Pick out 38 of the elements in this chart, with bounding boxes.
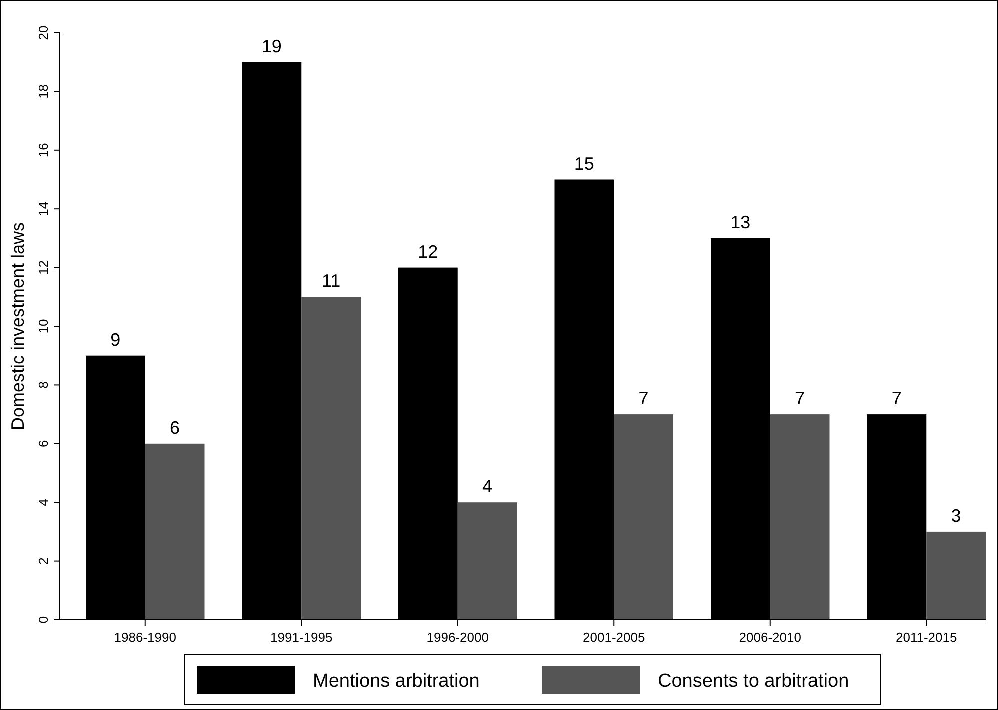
y-tick-label: 16 (36, 143, 51, 158)
data-label: 19 (262, 36, 282, 56)
x-tick-label: 1996-2000 (426, 630, 489, 645)
y-tick-label: 0 (36, 616, 51, 624)
y-axis-title: Domestic investment laws (8, 222, 28, 431)
data-label: 7 (892, 388, 902, 409)
data-label: 6 (170, 418, 180, 438)
bar (770, 414, 830, 620)
y-tick-label: 12 (36, 260, 51, 276)
x-tick-label: 2006-2010 (739, 630, 802, 645)
x-tick-label: 2001-2005 (583, 630, 646, 645)
bar (458, 502, 518, 620)
data-label: 4 (482, 476, 493, 497)
y-tick-label: 6 (36, 440, 51, 448)
x-tick-label: 1986-1990 (114, 630, 176, 645)
x-tick-label: 2011-2015 (896, 630, 958, 645)
bar (145, 444, 205, 620)
data-label: 9 (110, 330, 121, 350)
x-tick-label: 1991-1995 (270, 630, 333, 645)
data-label: 7 (795, 388, 806, 409)
y-tick-label: 2 (36, 558, 51, 565)
bar (926, 532, 986, 620)
bar (302, 297, 361, 620)
y-tick-label: 20 (36, 26, 51, 40)
text: Mentions arbitration (313, 671, 480, 692)
data-label: 12 (418, 242, 438, 262)
y-tick-label: 8 (36, 382, 51, 389)
data-label: 13 (730, 212, 751, 232)
bar (614, 414, 674, 620)
y-tick-label: 14 (36, 202, 51, 216)
data-label: 7 (638, 388, 649, 409)
data-label: 15 (574, 154, 594, 174)
text: Consents to arbitration (658, 671, 850, 692)
y-tick-label: 10 (36, 319, 51, 334)
y-tick-label: 4 (36, 498, 51, 506)
data-label: 3 (951, 506, 962, 526)
y-tick-label: 18 (36, 84, 51, 99)
data-label: 11 (322, 271, 341, 292)
